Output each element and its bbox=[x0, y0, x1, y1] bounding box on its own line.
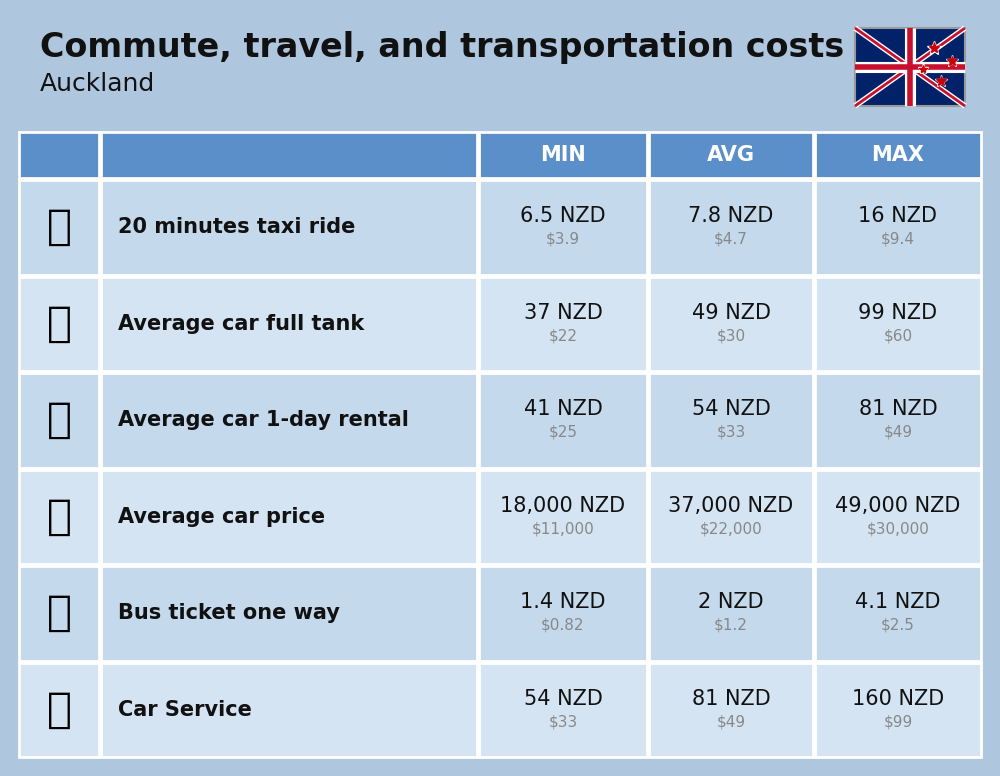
FancyBboxPatch shape bbox=[19, 566, 99, 660]
FancyBboxPatch shape bbox=[19, 132, 99, 178]
FancyBboxPatch shape bbox=[19, 276, 99, 371]
Text: 49,000 NZD: 49,000 NZD bbox=[835, 496, 961, 516]
Text: 2 NZD: 2 NZD bbox=[698, 592, 764, 612]
Text: 16 NZD: 16 NZD bbox=[858, 206, 938, 227]
Text: 🚗: 🚗 bbox=[46, 496, 72, 538]
FancyBboxPatch shape bbox=[101, 566, 477, 660]
FancyBboxPatch shape bbox=[649, 180, 813, 275]
FancyBboxPatch shape bbox=[479, 180, 647, 275]
Text: 4.1 NZD: 4.1 NZD bbox=[855, 592, 941, 612]
FancyBboxPatch shape bbox=[101, 469, 477, 564]
Text: 49 NZD: 49 NZD bbox=[692, 303, 770, 323]
FancyBboxPatch shape bbox=[19, 373, 99, 467]
Text: 41 NZD: 41 NZD bbox=[524, 399, 602, 419]
Text: MAX: MAX bbox=[872, 145, 924, 165]
Text: $33: $33 bbox=[716, 424, 746, 440]
FancyBboxPatch shape bbox=[815, 566, 981, 660]
FancyBboxPatch shape bbox=[649, 469, 813, 564]
Text: $11,000: $11,000 bbox=[532, 521, 594, 536]
Text: $49: $49 bbox=[883, 424, 913, 440]
Text: 81 NZD: 81 NZD bbox=[859, 399, 937, 419]
Text: 1.4 NZD: 1.4 NZD bbox=[520, 592, 606, 612]
FancyBboxPatch shape bbox=[479, 566, 647, 660]
Text: Commute, travel, and transportation costs: Commute, travel, and transportation cost… bbox=[40, 32, 844, 64]
FancyBboxPatch shape bbox=[479, 469, 647, 564]
Text: MIN: MIN bbox=[540, 145, 586, 165]
Text: 7.8 NZD: 7.8 NZD bbox=[688, 206, 774, 227]
Text: $2.5: $2.5 bbox=[881, 618, 915, 632]
FancyBboxPatch shape bbox=[649, 663, 813, 757]
Text: 🚗: 🚗 bbox=[46, 689, 72, 731]
Text: $3.9: $3.9 bbox=[546, 232, 580, 247]
Text: $4.7: $4.7 bbox=[714, 232, 748, 247]
FancyBboxPatch shape bbox=[815, 469, 981, 564]
Text: 🚕: 🚕 bbox=[46, 206, 72, 248]
FancyBboxPatch shape bbox=[815, 276, 981, 371]
FancyBboxPatch shape bbox=[101, 180, 477, 275]
Text: 99 NZD: 99 NZD bbox=[858, 303, 938, 323]
Text: $49: $49 bbox=[716, 714, 746, 729]
Text: Car Service: Car Service bbox=[118, 700, 252, 720]
FancyBboxPatch shape bbox=[19, 180, 99, 275]
Text: Average car 1-day rental: Average car 1-day rental bbox=[118, 411, 409, 430]
FancyBboxPatch shape bbox=[479, 663, 647, 757]
Text: Average car full tank: Average car full tank bbox=[118, 314, 364, 334]
FancyBboxPatch shape bbox=[101, 373, 477, 467]
FancyBboxPatch shape bbox=[101, 276, 477, 371]
FancyBboxPatch shape bbox=[479, 373, 647, 467]
Text: 37,000 NZD: 37,000 NZD bbox=[668, 496, 794, 516]
Text: 18,000 NZD: 18,000 NZD bbox=[500, 496, 626, 516]
Text: 🚌: 🚌 bbox=[46, 592, 72, 634]
Text: Bus ticket one way: Bus ticket one way bbox=[118, 603, 340, 623]
Text: $0.82: $0.82 bbox=[541, 618, 585, 632]
Text: ⛽: ⛽ bbox=[46, 303, 72, 345]
Text: $25: $25 bbox=[548, 424, 578, 440]
Text: $1.2: $1.2 bbox=[714, 618, 748, 632]
Text: $99: $99 bbox=[883, 714, 913, 729]
FancyBboxPatch shape bbox=[855, 28, 965, 106]
Text: $9.4: $9.4 bbox=[881, 232, 915, 247]
FancyBboxPatch shape bbox=[649, 276, 813, 371]
Text: Average car price: Average car price bbox=[118, 507, 325, 527]
FancyBboxPatch shape bbox=[815, 663, 981, 757]
FancyBboxPatch shape bbox=[815, 373, 981, 467]
FancyBboxPatch shape bbox=[479, 132, 647, 178]
Text: 20 minutes taxi ride: 20 minutes taxi ride bbox=[118, 217, 355, 237]
Text: 54 NZD: 54 NZD bbox=[692, 399, 770, 419]
FancyBboxPatch shape bbox=[815, 132, 981, 178]
FancyBboxPatch shape bbox=[101, 132, 477, 178]
Text: $33: $33 bbox=[548, 714, 578, 729]
FancyBboxPatch shape bbox=[649, 566, 813, 660]
Text: $30,000: $30,000 bbox=[867, 521, 929, 536]
Text: 6.5 NZD: 6.5 NZD bbox=[520, 206, 606, 227]
Text: 37 NZD: 37 NZD bbox=[524, 303, 602, 323]
Text: $30: $30 bbox=[716, 328, 746, 343]
Text: 54 NZD: 54 NZD bbox=[524, 689, 602, 708]
Text: 160 NZD: 160 NZD bbox=[852, 689, 944, 708]
FancyBboxPatch shape bbox=[479, 276, 647, 371]
FancyBboxPatch shape bbox=[649, 373, 813, 467]
Text: $60: $60 bbox=[883, 328, 913, 343]
Text: 81 NZD: 81 NZD bbox=[692, 689, 770, 708]
Text: Auckland: Auckland bbox=[40, 72, 155, 96]
Text: AVG: AVG bbox=[707, 145, 755, 165]
FancyBboxPatch shape bbox=[649, 132, 813, 178]
Text: $22,000: $22,000 bbox=[700, 521, 762, 536]
Text: 🚙: 🚙 bbox=[46, 399, 72, 442]
FancyBboxPatch shape bbox=[19, 663, 99, 757]
FancyBboxPatch shape bbox=[19, 469, 99, 564]
Text: $22: $22 bbox=[548, 328, 578, 343]
FancyBboxPatch shape bbox=[101, 663, 477, 757]
FancyBboxPatch shape bbox=[815, 180, 981, 275]
